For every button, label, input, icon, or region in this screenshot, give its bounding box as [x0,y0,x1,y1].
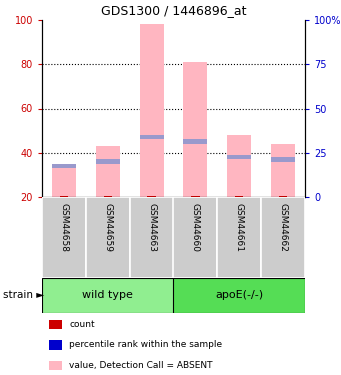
Text: GSM44662: GSM44662 [279,204,287,252]
Bar [174,197,217,278]
Text: value, Detection Call = ABSENT: value, Detection Call = ABSENT [69,361,213,370]
Text: GSM44659: GSM44659 [103,204,112,252]
Bar [86,197,130,278]
Text: GSM44660: GSM44660 [191,204,200,252]
Bar [183,140,207,144]
Bar [183,62,207,197]
Bar [42,278,174,313]
Text: percentile rank within the sample: percentile rank within the sample [69,340,222,350]
Bar [271,144,295,197]
Bar [147,196,156,198]
Text: GSM44663: GSM44663 [147,204,156,252]
Text: GSM44658: GSM44658 [59,204,69,252]
Bar [235,196,243,198]
Bar [96,146,120,197]
Text: count: count [69,320,95,329]
Text: apoE(-/-): apoE(-/-) [215,291,263,300]
Bar [96,159,120,164]
Bar [261,197,305,278]
Bar [227,135,251,197]
Bar [139,24,164,197]
Bar [104,196,112,198]
Bar [139,135,164,140]
Bar [52,164,76,168]
Text: GSM44661: GSM44661 [235,204,244,252]
Bar [52,168,76,197]
Text: strain ►: strain ► [3,291,45,300]
Bar [217,197,261,278]
Bar [130,197,174,278]
Bar [279,196,287,198]
Bar [42,197,86,278]
Text: wild type: wild type [82,291,133,300]
Title: GDS1300 / 1446896_at: GDS1300 / 1446896_at [101,4,246,18]
Bar [60,196,68,198]
Bar [174,278,305,313]
Bar [227,155,251,159]
Bar [271,157,295,162]
Bar [191,196,199,198]
